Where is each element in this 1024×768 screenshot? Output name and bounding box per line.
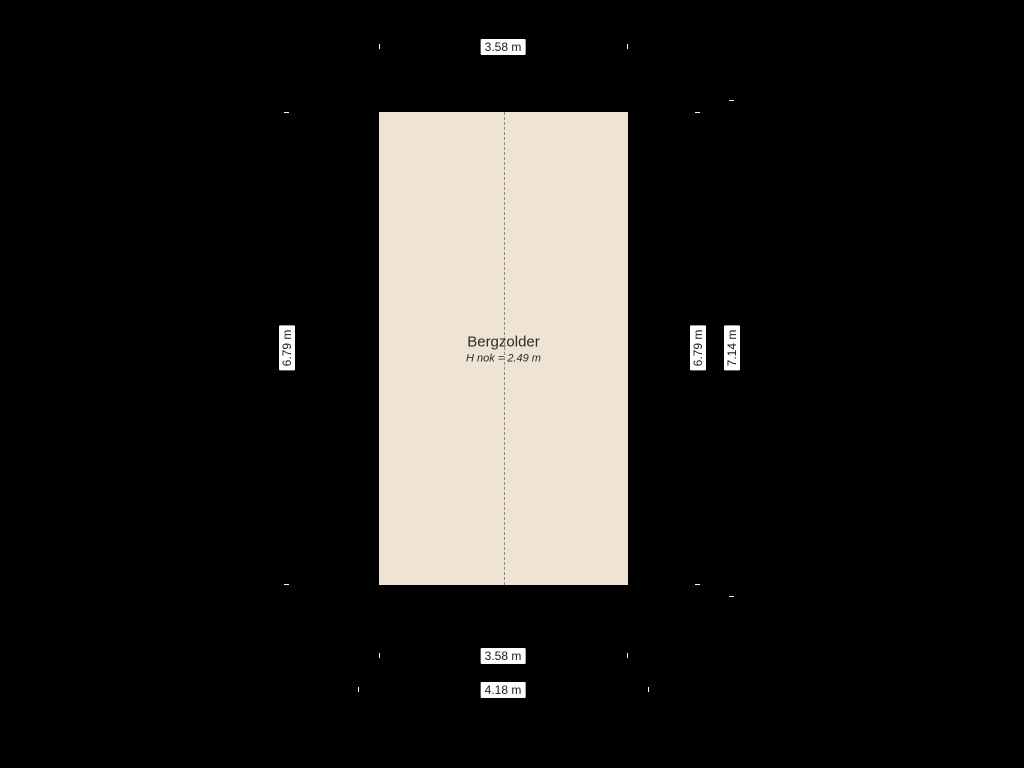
dimension-tick — [284, 584, 289, 585]
dimension-tick — [284, 112, 289, 113]
room-sublabel: H nok = 2.49 m — [466, 352, 541, 364]
dimension-tick — [648, 687, 649, 692]
dimension-tick — [379, 44, 380, 49]
dimension-tick — [695, 584, 700, 585]
dimension-label-right-outer: 7.14 m — [724, 326, 740, 371]
dimension-label-top-inner: 3.58 m — [481, 39, 526, 55]
dimension-tick — [627, 44, 628, 49]
dimension-label-bottom-outer: 4.18 m — [481, 682, 526, 698]
dimension-tick — [627, 653, 628, 658]
dimension-tick — [729, 100, 734, 101]
room: Bergzolder H nok = 2.49 m — [379, 112, 628, 585]
dimension-tick — [379, 653, 380, 658]
room-name: Bergzolder — [466, 333, 541, 350]
room-label: Bergzolder H nok = 2.49 m — [466, 333, 541, 364]
dimension-label-bottom-inner: 3.58 m — [481, 648, 526, 664]
dimension-tick — [729, 596, 734, 597]
dimension-label-right-inner: 6.79 m — [690, 326, 706, 371]
dimension-label-left-inner: 6.79 m — [279, 326, 295, 371]
dimension-tick — [358, 687, 359, 692]
dimension-tick — [695, 112, 700, 113]
